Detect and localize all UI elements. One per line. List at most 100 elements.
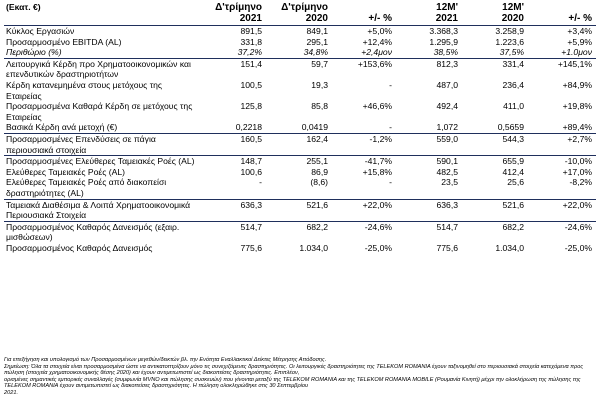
row-label: Βασικά Κέρδη ανά μετοχή (€) [6, 122, 118, 133]
y-change-value: -24,6% [564, 221, 592, 232]
12m-2020-value: 544,3 [502, 133, 524, 144]
y-change-value: +89,4% [562, 122, 592, 133]
col-header-12m-2021-period: 12M' [436, 2, 458, 13]
12m-2020-value: 331,4 [502, 58, 524, 69]
financial-table: (Εκατ. €) Δ'τρίμηνο 2021 Δ'τρίμηνο 2020 +/… [4, 2, 596, 253]
12m-2020-value: 411,0 [503, 101, 524, 112]
q4-2021-value: 37,2% [237, 47, 262, 58]
12m-2020-value: 521,6 [502, 199, 524, 210]
12m-2021-value: 23,5 [441, 177, 458, 188]
table-row: Κύκλος Εργασιών 891,5 849,1 +5,0% 3.368,3 3.2… [4, 26, 596, 37]
q4-2021-value: 891,5 [240, 26, 262, 36]
12m-2020-value: 412,4 [502, 166, 524, 177]
q4-2021-value: 100,5 [240, 79, 262, 90]
table-row: Προσαρμοσμένος Καθαρός Δανεισμός 775,6 1.0… [4, 243, 596, 254]
table-row: Ταμειακά Διαθέσιμα & Λοιπά Χρηματοοικονο… [4, 199, 596, 221]
12m-2020-value: 655,9 [502, 156, 524, 167]
q4-2020-value: (8,6) [310, 177, 328, 188]
y-change-value: -8,2% [569, 177, 592, 188]
y-change-value: +5,9% [567, 36, 592, 47]
q-change-value: +2,4μον [361, 47, 392, 58]
table-row: Προσαρμοσμένο EBITDA (AL) 331,8 295,1 +12,4… [4, 37, 596, 48]
y-change-value: +84,9% [562, 79, 592, 90]
q4-2020-value: 162,4 [306, 133, 328, 144]
q4-2020-value: 255,1 [306, 156, 328, 167]
table-row: Προσαρμοσμένες Ελεύθερες Ταμειακές Ροές … [4, 155, 596, 167]
footnote-1: Για επεξήγηση και υπολογισμό των Προσαρμ… [4, 357, 327, 363]
col-header-12m-2020-period: 12M' [502, 2, 524, 13]
12m-2021-value: 487,0 [436, 79, 458, 90]
table-row: Βασικά Κέρδη ανά μετοχή (€) 0,2218 0,0419 -… [4, 122, 596, 133]
12m-2021-value: 514,7 [436, 221, 458, 232]
col-header-q-change: +/- % [368, 13, 392, 24]
12m-2020-value: 236,4 [502, 79, 524, 90]
y-change-value: +19,8% [562, 101, 592, 112]
q-change-value: +12,4% [362, 36, 392, 47]
row-label: Κύκλος Εργασιών [6, 26, 75, 36]
q-change-value: +153,6% [357, 58, 392, 69]
q4-2021-value: 125,8 [240, 101, 262, 112]
12m-2020-value: 1.223,6 [495, 36, 524, 47]
q-change-value: -1,2% [369, 133, 392, 144]
row-label: Προσαρμοσμένες Ελεύθερες Ταμειακές Ροές … [6, 156, 195, 167]
footnote-3: ορισμένες σημαντικές εμπορικές συναλλαγέ… [4, 376, 581, 390]
q-change-value: - [389, 122, 392, 133]
col-header-q4-2020-year: 2020 [305, 13, 328, 24]
table-row: Ελεύθερες Ταμειακές Ροές (AL) 100,6 86,9 +1… [4, 167, 596, 178]
y-change-value: +3,4% [567, 26, 592, 36]
q4-2020-value: 19,3 [311, 79, 328, 90]
q4-2021-value: 148,7 [240, 156, 262, 167]
table-row: Κέρδη κατανεμημένα στους μετόχους της Ετ… [4, 80, 596, 101]
table-row: Προσαρμοσμένα Καθαρά Κέρδη σε μετόχους τ… [4, 101, 596, 122]
12m-2021-value: 38,5% [433, 47, 458, 58]
col-header-q4-2021-period: Δ'τρίμηνο [215, 2, 262, 13]
y-change-value: -10,0% [564, 156, 592, 167]
q4-2021-value: 0,2218 [235, 122, 262, 133]
footnote-4: 2021. [4, 389, 18, 396]
col-header-12m-2020: 12M' 2020 [462, 2, 528, 26]
q4-2020-value: 295,1 [306, 36, 328, 47]
table-row: Περιθώριο (%) 37,2% 34,8% +2,4μον 38,5% 37,5%… [4, 47, 596, 58]
table-row: Λειτουργικά Κέρδη προ Χρηματοοικονομικών… [4, 58, 596, 80]
table-row: Ελεύθερες Ταμειακές Ροές από διακοπείσι … [4, 177, 596, 199]
q-change-value: +15,8% [362, 166, 392, 177]
12m-2020-value: 682,2 [502, 221, 524, 232]
12m-2021-value: 3.368,3 [429, 26, 458, 36]
y-change-value: -25,0% [564, 242, 592, 253]
footnotes: Για επεξήγηση και υπολογισμό των Προσαρμ… [4, 357, 596, 397]
table-header: (Εκατ. €) Δ'τρίμηνο 2021 Δ'τρίμηνο 2020 +/… [4, 2, 596, 26]
row-label: Ταμειακά Διαθέσιμα & Λοιπά Χρηματοοικονο… [6, 199, 191, 221]
y-change-value: +2,7% [567, 133, 592, 144]
q-change-value: +46,6% [362, 101, 392, 112]
footnote-2: Σημείωση: Όλα τα στοιχεία είναι προσαρμο… [4, 363, 584, 377]
col-header-12m-2021: 12M' 2021 [396, 2, 462, 26]
q4-2021-value: 151,4 [240, 58, 262, 69]
q-change-value: -41,7% [364, 156, 392, 167]
q4-2021-value: 331,8 [240, 36, 262, 47]
q4-2020-value: 682,2 [306, 221, 328, 232]
row-label: Προσαρμοσμένα Καθαρά Κέρδη σε μετόχους τ… [6, 101, 193, 122]
q4-2020-value: 34,8% [303, 47, 328, 58]
q-change-value: +5,0% [367, 26, 392, 36]
12m-2020-value: 25,6 [507, 177, 524, 188]
row-label: Λειτουργικά Κέρδη προ Χρηματοοικονομικών… [6, 58, 191, 80]
12m-2021-value: 559,0 [436, 133, 458, 144]
q4-2021-value: 636,3 [240, 199, 262, 210]
col-header-12m-2020-year: 2020 [501, 13, 524, 24]
row-label: Προσαρμοσμένες Επενδύσεις σε πάγια περιο… [6, 133, 156, 155]
q4-2020-value: 59,7 [311, 58, 328, 69]
row-label: Προσαρμοσμένος Καθαρός Δανεισμός [6, 242, 153, 253]
row-label: Προσαρμοσμένο EBITDA (AL) [6, 36, 122, 47]
row-label: Προσαρμοσμένος Καθαρός Δανεισμός (εξαιρ.… [6, 221, 180, 243]
12m-2021-value: 590,1 [436, 156, 458, 167]
row-label: Ελεύθερες Ταμειακές Ροές από διακοπείσι … [6, 177, 167, 198]
12m-2020-value: 0,5659 [497, 122, 524, 133]
row-label: Περιθώριο (%) [6, 47, 62, 58]
y-change-value: +22,0% [562, 199, 592, 210]
q4-2021-value: 100,6 [240, 166, 262, 177]
y-change-value: +17,0% [562, 166, 592, 177]
col-header-q4-2020: Δ'τρίμηνο 2020 [266, 2, 332, 26]
q4-2020-value: 0,0419 [301, 122, 328, 133]
12m-2021-value: 812,3 [436, 58, 458, 69]
12m-2020-value: 3.258,9 [495, 26, 524, 36]
